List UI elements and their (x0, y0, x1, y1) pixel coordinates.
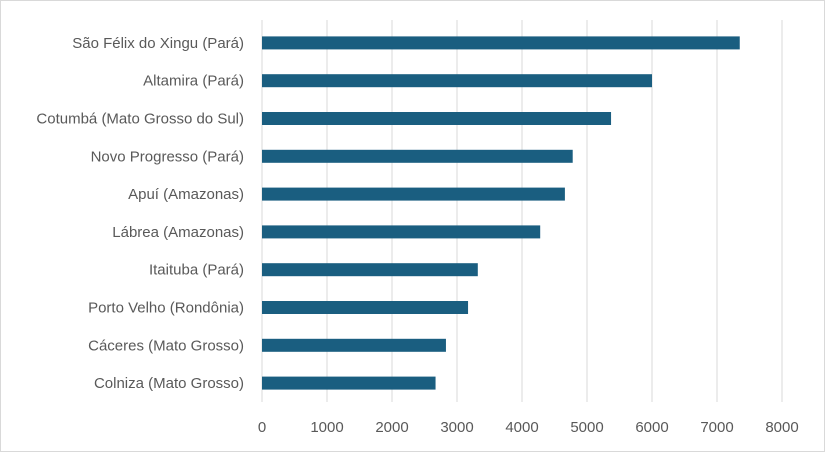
category-labels: São Félix do Xingu (Pará) Altamira (Pará)… (36, 35, 244, 392)
category-label: Cáceres (Mato Grosso) (88, 337, 244, 354)
x-tick-label: 4000 (505, 419, 538, 436)
bar (262, 263, 478, 277)
bar (262, 149, 573, 163)
x-tick-label: 3000 (440, 419, 473, 436)
bars (262, 36, 740, 390)
bar (262, 112, 612, 125)
category-label: Porto Velho (Rondônia) (88, 300, 244, 317)
x-tick-label: 2000 (375, 419, 408, 436)
bar (262, 187, 565, 201)
category-label: Altamira (Pará) (143, 73, 244, 90)
x-tick-label: 6000 (635, 419, 668, 436)
category-label: Apuí (Amazonas) (128, 186, 244, 203)
x-tick-label: 1000 (310, 419, 343, 436)
bar (262, 301, 469, 314)
bar (262, 225, 541, 239)
category-label: São Félix do Xingu (Pará) (72, 35, 244, 52)
bar (262, 74, 652, 88)
category-label: Novo Progresso (Pará) (91, 148, 244, 165)
bar (262, 36, 740, 50)
category-label: Lábrea (Amazonas) (112, 224, 244, 241)
x-tick-label: 7000 (700, 419, 733, 436)
x-tick-label: 0 (258, 419, 266, 436)
x-tick-label: 5000 (570, 419, 603, 436)
x-tick-labels: 0 1000 2000 3000 4000 5000 6000 7000 8000 (258, 419, 799, 436)
bar (262, 338, 446, 352)
category-label: Cotumbá (Mato Grosso do Sul) (36, 111, 244, 128)
x-tick-label: 8000 (765, 419, 798, 436)
bar (262, 376, 436, 390)
category-label: Colniza (Mato Grosso) (94, 375, 244, 392)
category-label: Itaituba (Pará) (149, 262, 244, 279)
